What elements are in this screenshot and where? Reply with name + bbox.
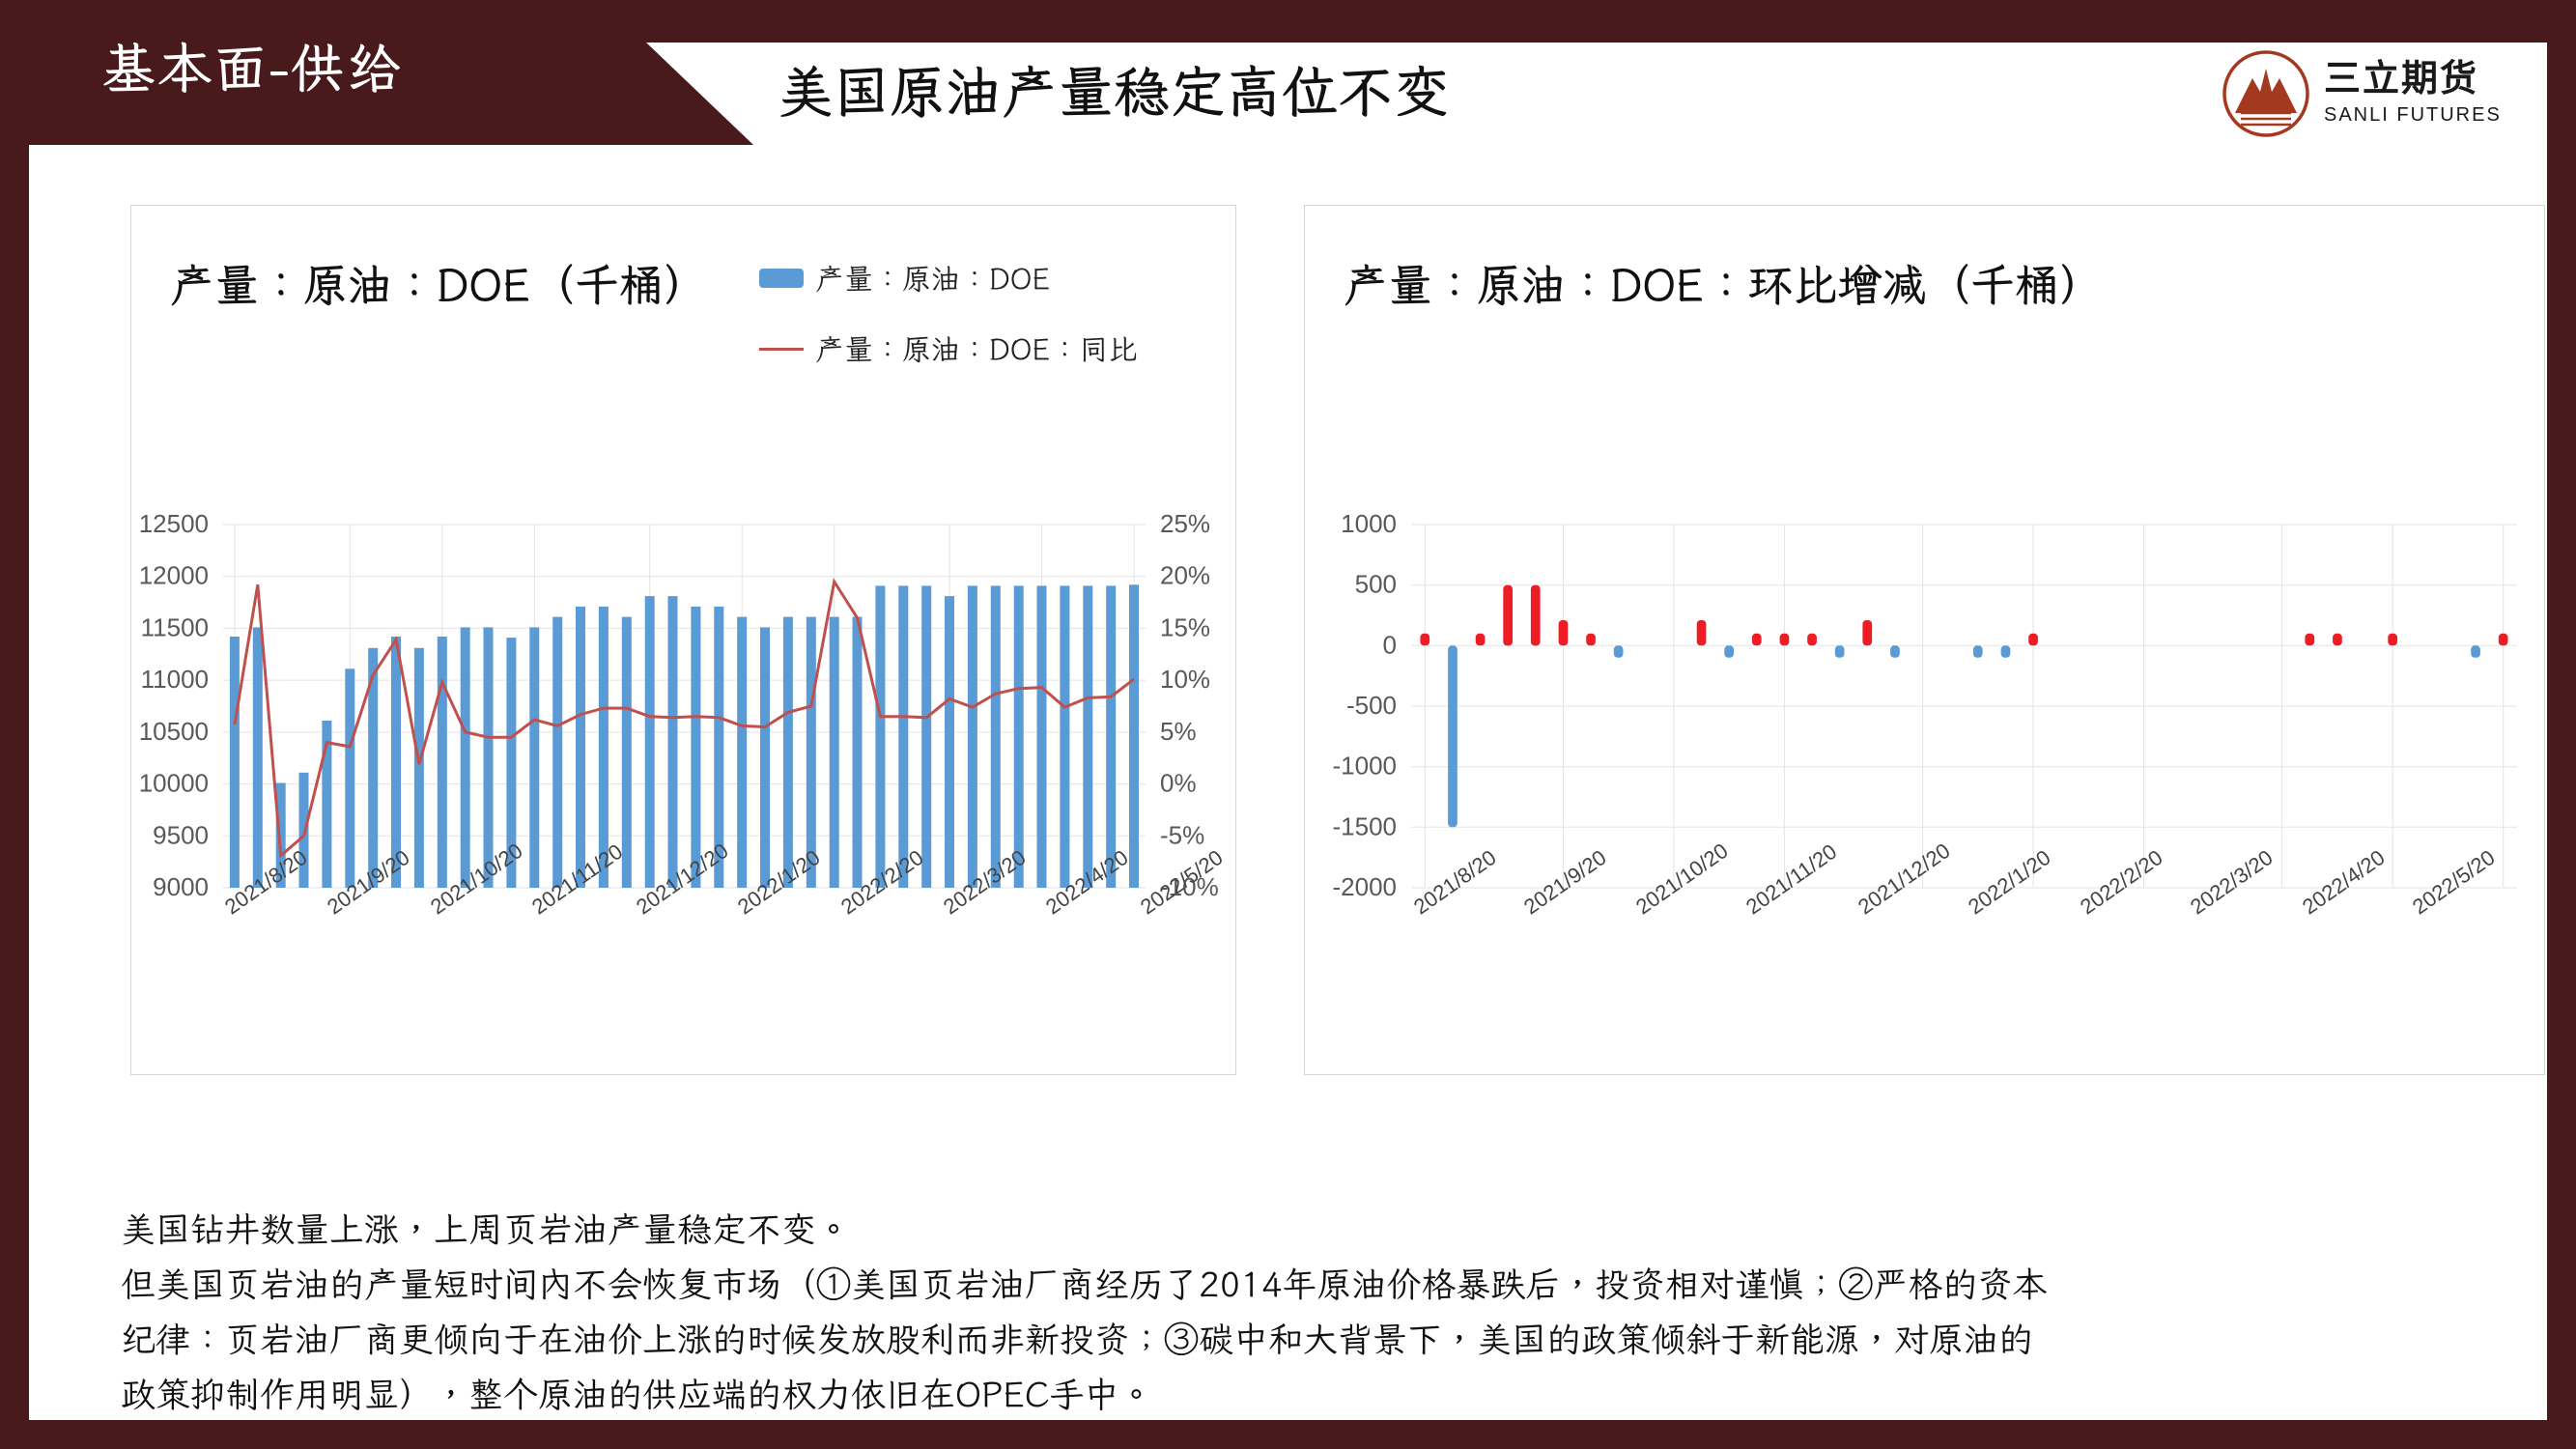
svg-text:15%: 15% (1160, 612, 1210, 641)
svg-text:-5%: -5% (1160, 820, 1204, 849)
svg-text:10%: 10% (1160, 665, 1210, 694)
svg-text:11000: 11000 (141, 665, 209, 694)
svg-text:10500: 10500 (139, 717, 209, 746)
svg-text:1000: 1000 (1341, 509, 1397, 538)
svg-text:12000: 12000 (139, 561, 209, 590)
svg-text:10000: 10000 (139, 769, 209, 798)
svg-text:5%: 5% (1160, 717, 1197, 746)
svg-text:-1500: -1500 (1333, 811, 1398, 840)
svg-text:9500: 9500 (153, 820, 209, 849)
svg-text:11500: 11500 (141, 612, 209, 641)
svg-text:20%: 20% (1160, 561, 1210, 590)
svg-text:-500: -500 (1346, 691, 1397, 720)
svg-text:500: 500 (1355, 570, 1397, 599)
svg-text:12500: 12500 (139, 509, 209, 538)
svg-text:-1000: -1000 (1333, 752, 1398, 781)
svg-text:-2000: -2000 (1333, 872, 1398, 901)
svg-text:9000: 9000 (153, 872, 209, 901)
svg-text:0: 0 (1383, 630, 1397, 659)
svg-text:25%: 25% (1160, 509, 1210, 538)
svg-text:0%: 0% (1160, 769, 1197, 798)
